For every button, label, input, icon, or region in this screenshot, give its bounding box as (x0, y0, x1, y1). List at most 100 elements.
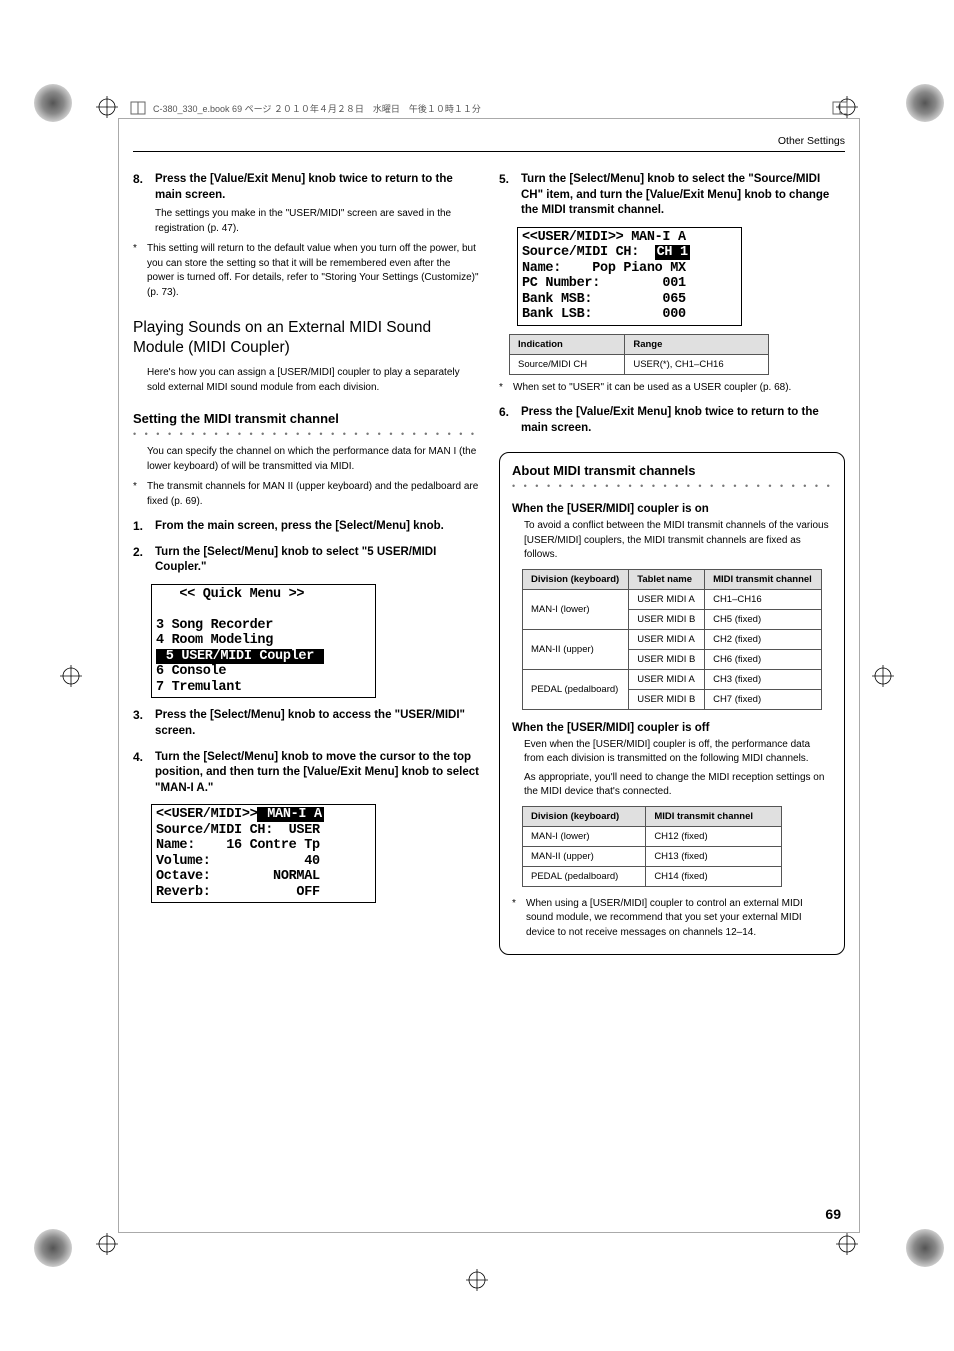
left-column: 8. Press the [Value/Exit Menu] knob twic… (133, 162, 479, 955)
th: Tablet name (629, 569, 705, 589)
step-number: 3. (133, 708, 147, 739)
step-title: Press the [Value/Exit Menu] knob twice t… (521, 405, 845, 436)
running-header: Other Settings (133, 135, 845, 152)
td: CH1–CH16 (705, 589, 822, 609)
step-title: Turn the [Select/Menu] knob to select "5… (155, 545, 479, 576)
td: MAN-I (lower) (523, 589, 629, 629)
td: PEDAL (pedalboard) (523, 669, 629, 709)
about-title: About MIDI transmit channels (512, 463, 832, 480)
th-range: Range (625, 334, 769, 354)
step-title: Press the [Value/Exit Menu] knob twice t… (155, 172, 479, 203)
footnote: * When set to "USER" it can be used as a… (499, 381, 845, 396)
subheading: Setting the MIDI transmit channel (133, 411, 479, 428)
step-number: 8. (133, 172, 147, 236)
page-frame: C-380_330_e.book 69 ページ ２０１０年４月２８日 水曜日 午… (118, 118, 860, 1233)
td: CH14 (fixed) (646, 866, 782, 886)
asterisk-icon: * (133, 480, 141, 509)
td: PEDAL (pedalboard) (523, 866, 646, 886)
footnote: * The transmit channels for MAN II (uppe… (133, 480, 479, 509)
crop-mark-icon (872, 665, 894, 687)
dots-divider: • • • • • • • • • • • • • • • • • • • • … (512, 481, 832, 491)
step-6: 6. Press the [Value/Exit Menu] knob twic… (499, 405, 845, 436)
book-note-text: C-380_330_e.book 69 ページ ２０１０年４月２８日 水曜日 午… (153, 102, 481, 115)
td: MAN-II (upper) (523, 846, 646, 866)
td: USER MIDI A (629, 629, 705, 649)
coupler-off-table: Division (keyboard) MIDI transmit channe… (522, 806, 782, 887)
step-4: 4. Turn the [Select/Menu] knob to move t… (133, 750, 479, 797)
registration-mark-icon (34, 84, 72, 122)
td: CH5 (fixed) (705, 609, 822, 629)
td: USER(*), CH1–CH16 (625, 354, 769, 374)
crop-mark-icon (836, 1233, 858, 1255)
step-3: 3. Press the [Select/Menu] knob to acces… (133, 708, 479, 739)
registration-mark-icon (906, 1229, 944, 1267)
crop-mark-icon (466, 1269, 488, 1291)
td: USER MIDI B (629, 649, 705, 669)
lcd-quick-menu: << Quick Menu >> 3 Song Recorder 4 Room … (151, 584, 376, 699)
step-title: Turn the [Select/Menu] knob to select th… (521, 172, 845, 219)
registration-mark-icon (34, 1229, 72, 1267)
coupler-off-head: When the [USER/MIDI] coupler is off (512, 722, 832, 734)
step-title: From the main screen, press the [Select/… (155, 519, 479, 535)
dots-divider: • • • • • • • • • • • • • • • • • • • • … (133, 429, 479, 439)
coupler-on-head: When the [USER/MIDI] coupler is on (512, 503, 832, 515)
lcd-user-midi-2: <<USER/MIDI>> MAN-I A Source/MIDI CH: CH… (517, 227, 742, 326)
page-number: 69 (825, 1206, 841, 1222)
th: MIDI transmit channel (646, 806, 782, 826)
sub-desc: You can specify the channel on which the… (147, 445, 479, 474)
th: Division (keyboard) (523, 569, 629, 589)
step-number: 4. (133, 750, 147, 797)
step-number: 6. (499, 405, 513, 436)
asterisk-icon: * (499, 381, 507, 396)
coupler-off-desc-1: Even when the [USER/MIDI] coupler is off… (524, 738, 832, 767)
step-number: 5. (499, 172, 513, 219)
coupler-on-table: Division (keyboard) Tablet name MIDI tra… (522, 569, 822, 710)
td: CH7 (fixed) (705, 689, 822, 709)
asterisk-icon: * (133, 242, 141, 300)
crop-mark-icon (96, 1233, 118, 1255)
th: MIDI transmit channel (705, 569, 822, 589)
note-text: When set to "USER" it can be used as a U… (513, 381, 791, 396)
note-text: The transmit channels for MAN II (upper … (147, 480, 479, 509)
crop-mark-icon (60, 665, 82, 687)
coupler-off-desc-2: As appropriate, you'll need to change th… (524, 771, 832, 800)
td: MAN-II (upper) (523, 629, 629, 669)
book-header-note: C-380_330_e.book 69 ページ ２０１０年４月２８日 水曜日 午… (129, 99, 849, 117)
td: USER MIDI A (629, 669, 705, 689)
td: USER MIDI B (629, 689, 705, 709)
about-midi-box: About MIDI transmit channels • • • • • •… (499, 452, 845, 955)
step-title: Turn the [Select/Menu] knob to move the … (155, 750, 479, 797)
step-5: 5. Turn the [Select/Menu] knob to select… (499, 172, 845, 219)
indication-range-table: IndicationRange Source/MIDI CHUSER(*), C… (509, 334, 769, 375)
footnote: * When using a [USER/MIDI] coupler to co… (512, 897, 832, 941)
td: USER MIDI A (629, 589, 705, 609)
note-text: When using a [USER/MIDI] coupler to cont… (526, 897, 832, 941)
td: CH2 (fixed) (705, 629, 822, 649)
step-number: 2. (133, 545, 147, 576)
crop-mark-icon (96, 96, 118, 118)
right-column: 5. Turn the [Select/Menu] knob to select… (499, 162, 845, 955)
td: Source/MIDI CH (510, 354, 625, 374)
step-2: 2. Turn the [Select/Menu] knob to select… (133, 545, 479, 576)
note-text: This setting will return to the default … (147, 242, 479, 300)
asterisk-icon: * (512, 897, 520, 941)
td: USER MIDI B (629, 609, 705, 629)
td: CH13 (fixed) (646, 846, 782, 866)
th: Division (keyboard) (523, 806, 646, 826)
td: CH3 (fixed) (705, 669, 822, 689)
step-desc: The settings you make in the "USER/MIDI"… (155, 207, 479, 236)
book-icon (831, 99, 849, 117)
book-icon (129, 99, 147, 117)
td: MAN-I (lower) (523, 826, 646, 846)
section-label: Other Settings (778, 135, 845, 147)
coupler-on-desc: To avoid a conflict between the MIDI tra… (524, 519, 832, 563)
step-1: 1. From the main screen, press the [Sele… (133, 519, 479, 535)
th-indication: Indication (510, 334, 625, 354)
registration-mark-icon (906, 84, 944, 122)
td: CH12 (fixed) (646, 826, 782, 846)
step-title: Press the [Select/Menu] knob to access t… (155, 708, 479, 739)
lcd-user-midi-1: <<USER/MIDI>> MAN-I A Source/MIDI CH: US… (151, 804, 376, 903)
section-desc: Here's how you can assign a [USER/MIDI] … (147, 366, 479, 395)
td: CH6 (fixed) (705, 649, 822, 669)
step-8: 8. Press the [Value/Exit Menu] knob twic… (133, 172, 479, 236)
